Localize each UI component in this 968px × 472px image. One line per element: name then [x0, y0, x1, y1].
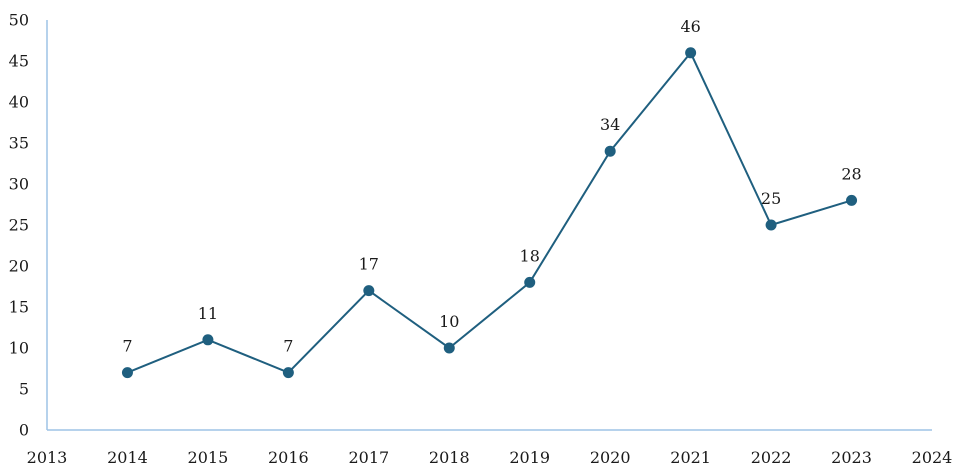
x-tick-label: 2013	[27, 448, 68, 467]
x-tick-label: 2024	[912, 448, 953, 467]
x-tick-label: 2014	[107, 448, 148, 467]
data-point	[765, 219, 777, 231]
x-tick-label: 2016	[268, 448, 309, 467]
data-point	[846, 194, 858, 206]
data-point	[202, 334, 214, 346]
x-tick-label: 2022	[751, 448, 792, 467]
y-axis-ticks: 0 5 10 15 20 25 30 35 40 45 50	[9, 11, 29, 440]
data-point	[121, 367, 133, 379]
y-tick-label: 20	[9, 257, 29, 276]
data-label: 7	[122, 337, 132, 356]
x-tick-label: 2019	[509, 448, 550, 467]
x-tick-label: 2021	[670, 448, 711, 467]
data-label: 10	[439, 312, 459, 331]
data-label: 25	[761, 189, 781, 208]
data-label: 34	[600, 115, 620, 134]
data-label: 46	[680, 17, 700, 36]
y-tick-label: 40	[9, 93, 29, 112]
x-tick-label: 2017	[348, 448, 389, 467]
data-label: 11	[198, 304, 218, 323]
data-points	[121, 47, 858, 379]
y-tick-label: 50	[9, 11, 29, 30]
y-tick-label: 5	[19, 380, 29, 399]
data-point	[443, 342, 455, 354]
x-tick-label: 2023	[831, 448, 872, 467]
y-tick-label: 15	[9, 298, 29, 317]
y-tick-label: 35	[9, 134, 29, 153]
data-label: 18	[520, 246, 540, 265]
data-point	[363, 285, 375, 297]
data-point	[685, 47, 697, 59]
y-tick-label: 25	[9, 216, 29, 235]
data-point	[604, 145, 616, 157]
y-tick-label: 10	[9, 339, 29, 358]
data-point	[524, 276, 536, 288]
y-tick-label: 0	[19, 421, 29, 440]
data-label: 28	[841, 164, 861, 183]
data-label: 7	[283, 337, 293, 356]
x-axis-ticks: 2013 2014 2015 2016 2017 2018 2019 2020 2021 2022…	[27, 448, 953, 467]
series-line	[127, 50, 852, 374]
x-tick-label: 2018	[429, 448, 470, 467]
data-labels: 7 11 7 17 10 18 34 46 25 28	[122, 17, 861, 356]
y-tick-label: 45	[9, 52, 29, 71]
data-point	[282, 367, 294, 379]
data-label: 17	[359, 255, 379, 274]
x-tick-label: 2020	[590, 448, 631, 467]
x-tick-label: 2015	[188, 448, 229, 467]
y-tick-label: 30	[9, 175, 29, 194]
